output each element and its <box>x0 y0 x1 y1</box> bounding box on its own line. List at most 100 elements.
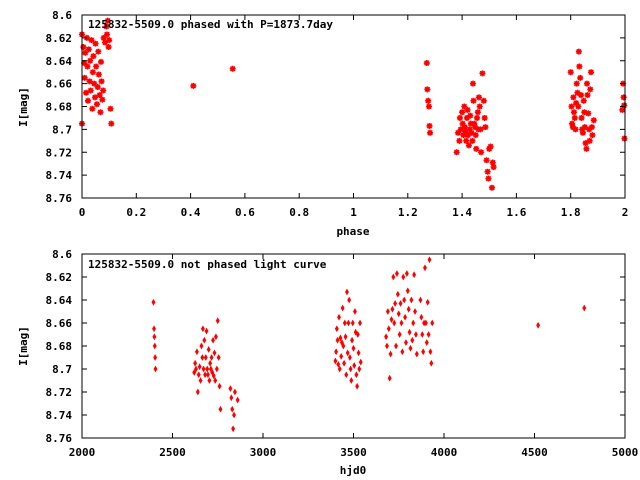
phased-data-point <box>464 106 471 113</box>
unphased-light-curve-panel: 8.68.628.648.668.688.78.728.748.76 2000 2… <box>17 248 638 477</box>
unphased-data-point <box>582 304 587 312</box>
unphased-data-point <box>353 308 357 315</box>
unphased-data-point <box>409 296 414 304</box>
phased-data-point <box>465 132 472 139</box>
unphased-x-tick-label: 3000 <box>250 446 277 459</box>
unphased-data-point <box>203 371 208 379</box>
unphased-data-point <box>216 354 221 361</box>
phased-data-point <box>590 117 597 124</box>
phased-x-tick-label: 0.2 <box>126 206 146 219</box>
unphased-data-point <box>385 342 389 350</box>
unphased-data-point <box>203 354 208 361</box>
phased-data-point <box>569 124 576 131</box>
phased-x-tick-label: 2 <box>622 206 629 219</box>
phased-data-point <box>577 74 584 81</box>
unphased-data-point <box>355 382 360 390</box>
phased-data-point <box>229 65 236 72</box>
unphased-data-point <box>337 365 342 373</box>
unphased-data-point <box>153 365 158 373</box>
phased-y-tick-label: 8.72 <box>46 146 73 159</box>
unphased-data-point <box>340 304 345 312</box>
phased-x-tick-label: 1.8 <box>561 206 581 219</box>
unphased-data-point <box>343 333 348 341</box>
phased-y-tick-label: 8.74 <box>46 169 73 182</box>
unphased-data-point <box>404 270 409 277</box>
unphased-data-point <box>207 377 212 384</box>
phased-x-tick-label: 1 <box>350 206 357 219</box>
unphased-data-point <box>414 350 419 358</box>
unphased-data-point <box>345 349 350 357</box>
unphased-data-point <box>358 319 362 327</box>
phased-data-point <box>92 94 99 101</box>
unphased-data-point <box>420 331 425 338</box>
unphased-y-tick-label: 8.64 <box>46 294 73 307</box>
phased-y-axis-label: I[mag] <box>17 87 30 127</box>
unphased-x-tick-label: 4000 <box>431 446 458 459</box>
unphased-data-point <box>355 331 360 338</box>
phased-data-point <box>99 96 106 103</box>
unphased-data-point <box>152 342 157 350</box>
phased-data-points <box>79 17 628 191</box>
unphased-data-point <box>211 372 216 380</box>
unphased-data-point <box>212 349 217 357</box>
unphased-data-point <box>391 273 396 281</box>
unphased-data-point <box>421 348 426 356</box>
phased-ticks <box>81 14 626 199</box>
phased-data-point <box>94 84 101 91</box>
phased-data-point <box>90 53 97 60</box>
unphased-data-point <box>205 365 210 373</box>
phased-light-curve-panel: 8.68.628.648.668.688.78.728.748.76 0 0.2 0… <box>17 9 628 238</box>
unphased-data-point <box>402 296 407 304</box>
unphased-data-point <box>217 382 222 390</box>
phased-x-tick-label: 1.6 <box>506 206 526 219</box>
unphased-data-point <box>229 394 234 402</box>
phased-data-point <box>102 39 109 46</box>
phased-data-point <box>469 80 476 87</box>
phased-data-point <box>465 142 472 149</box>
phased-data-point <box>476 103 483 110</box>
unphased-data-point <box>334 348 339 356</box>
unphased-data-point <box>410 336 415 344</box>
unphased-data-point <box>428 348 433 356</box>
phased-data-point <box>98 78 105 85</box>
unphased-data-point <box>232 411 236 419</box>
phased-data-point <box>467 120 474 127</box>
phased-data-point <box>483 157 490 164</box>
phased-data-point <box>479 70 486 77</box>
unphased-data-point <box>228 385 233 392</box>
phased-data-point <box>423 60 430 67</box>
unphased-data-point <box>235 396 240 404</box>
phased-x-tick-label: 0.6 <box>235 206 255 219</box>
phased-data-point <box>482 124 489 131</box>
phased-data-point <box>484 168 491 175</box>
phased-data-point <box>578 92 585 99</box>
phased-data-point <box>190 82 197 89</box>
phased-data-point <box>583 145 590 152</box>
unphased-data-point <box>200 325 205 333</box>
phased-data-point <box>457 126 464 133</box>
phased-data-point <box>490 164 497 171</box>
unphased-data-point <box>194 365 198 373</box>
phased-data-point <box>424 86 431 93</box>
unphased-data-point <box>342 319 347 327</box>
phased-y-tick-label: 8.64 <box>46 55 73 68</box>
phased-data-point <box>588 124 595 131</box>
phased-data-point <box>583 80 590 87</box>
phased-data-point <box>468 129 475 136</box>
phased-data-point <box>84 63 91 70</box>
unphased-data-point <box>211 336 215 344</box>
unphased-data-point <box>349 377 354 384</box>
phased-data-point <box>570 94 577 101</box>
phased-data-point <box>588 69 595 76</box>
phased-data-point <box>569 120 576 127</box>
phased-data-point <box>456 114 463 121</box>
unphased-y-tick-labels: 8.6 8.62 8.64 8.66 8.68 8.7 8.72 8.74 8.76 <box>46 248 73 445</box>
unphased-data-point <box>430 319 435 327</box>
phased-data-point <box>89 105 96 112</box>
unphased-data-point <box>429 359 434 367</box>
unphased-data-point <box>354 371 359 379</box>
phased-data-point <box>93 101 100 108</box>
unphased-data-point <box>350 336 354 344</box>
unphased-ticks <box>81 253 626 439</box>
unphased-data-point <box>206 346 211 353</box>
